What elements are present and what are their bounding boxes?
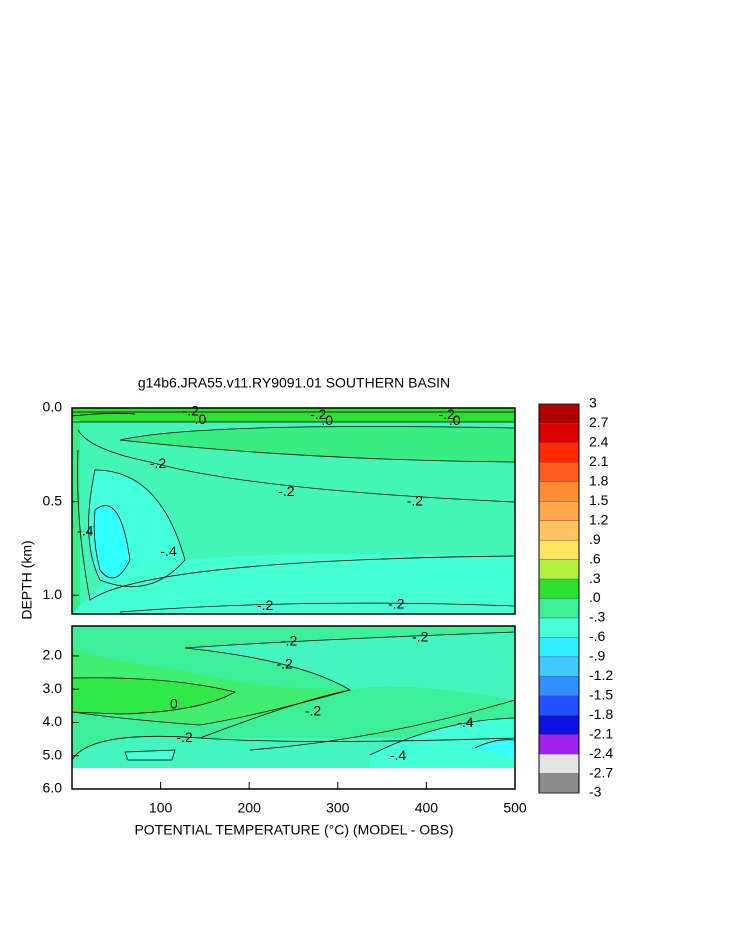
colorbar-segment [539, 656, 579, 677]
colorbar-label: .3 [589, 570, 601, 586]
contour-label: -.4 [390, 747, 407, 763]
colorbar-segment [539, 598, 579, 618]
colorbar-segment [539, 715, 579, 735]
colorbar-segment [539, 676, 579, 696]
colorbar-label: -1.5 [589, 686, 613, 702]
contour-label: -.2 [407, 492, 424, 508]
contour-label: -.2 [310, 406, 327, 422]
top-panel-contours [71, 411, 516, 613]
colorbar-label: -1.2 [589, 667, 613, 683]
contour-label: -.2 [257, 597, 274, 613]
colorbar-label: -.9 [589, 648, 606, 664]
colorbar-label: 1.2 [589, 511, 609, 527]
y-axis-label: DEPTH (km) [19, 540, 35, 619]
y-tick-label: 4.0 [43, 713, 63, 729]
y-tick-label: 6.0 [43, 780, 63, 796]
colorbar-segment [539, 617, 579, 638]
chart-title: g14b6.JRA55.v11.RY9091.01 SOUTHERN BASIN [138, 375, 450, 391]
contour-label: -.2 [439, 406, 456, 422]
contour-label: -.4 [77, 522, 94, 538]
y-tick-label: 5.0 [43, 746, 63, 762]
colorbar-segment [539, 637, 579, 657]
contour-label: -.4 [457, 714, 474, 730]
colorbar-label: -.6 [589, 628, 606, 644]
colorbar-label: 2.4 [589, 434, 609, 450]
y-tick-label: 0.0 [43, 399, 63, 415]
contour-label: -.2 [150, 455, 167, 471]
colorbar-label: .0 [589, 589, 601, 605]
contour-label: -.2 [176, 729, 193, 745]
x-tick-label: 100 [149, 800, 173, 816]
colorbar-segment [539, 501, 579, 521]
colorbar-segment [539, 442, 579, 463]
contour-label: -.2 [412, 629, 429, 645]
contour-label: 0 [170, 696, 178, 712]
y-tick-label: 0.5 [43, 492, 63, 508]
contour-label: .0 [449, 412, 461, 428]
colorbar-segment [539, 423, 579, 443]
x-tick-label: 300 [326, 800, 350, 816]
colorbar-label: 1.5 [589, 492, 609, 508]
contour-label: -.2 [281, 633, 298, 649]
contour-label: -.2 [388, 595, 405, 611]
x-axis-label: POTENTIAL TEMPERATURE (°C) (MODEL - OBS) [134, 822, 453, 838]
x-tick-label: 500 [503, 800, 527, 816]
colorbar-label: 3 [589, 395, 597, 411]
contour-label: -.4 [160, 543, 177, 559]
x-tick-label: 400 [415, 800, 439, 816]
x-tick-label: 200 [238, 800, 262, 816]
colorbar-segment [539, 695, 579, 716]
colorbar-label: -2.4 [589, 745, 613, 761]
y-tick-label: 1.0 [43, 586, 63, 602]
colorbar-segment [539, 754, 579, 774]
colorbar-label: 2.7 [589, 414, 609, 430]
colorbar-label: .9 [589, 531, 601, 547]
colorbar-segment [539, 734, 579, 755]
contour-label: -.2 [276, 656, 293, 672]
contour-label: -.2 [305, 703, 322, 719]
colorbar-label: -2.7 [589, 764, 613, 780]
contour-label: .0 [195, 411, 207, 427]
colorbar-label: -1.8 [589, 706, 613, 722]
contour-label: .0 [321, 412, 333, 428]
colorbar-label: 1.8 [589, 473, 609, 489]
colorbar-segment [539, 540, 579, 560]
colorbar-segment [539, 773, 579, 793]
colorbar-segment [539, 520, 579, 541]
bottom-panel-fill [72, 626, 515, 789]
y-tick-label: 2.0 [43, 647, 63, 663]
bottom-panel-contours [71, 631, 516, 761]
colorbar-segment [539, 404, 579, 424]
colorbar-segment [539, 462, 579, 482]
colorbar-label: 2.1 [589, 453, 609, 469]
bottom-panel-frame [71, 625, 516, 790]
top-panel-frame [71, 407, 516, 615]
y-tick-label: 3.0 [43, 680, 63, 696]
colorbar-label: .6 [589, 550, 601, 566]
colorbar-label: -2.1 [589, 725, 613, 741]
contour-label: -.2 [278, 483, 295, 499]
contour-label: -.2 [183, 402, 200, 418]
colorbar-label: -.3 [589, 609, 606, 625]
colorbar-segment [539, 481, 579, 502]
top-panel-fill [72, 408, 515, 614]
colorbar-label: -3 [589, 784, 602, 800]
colorbar-segment [539, 579, 579, 599]
colorbar-segment [539, 559, 579, 580]
